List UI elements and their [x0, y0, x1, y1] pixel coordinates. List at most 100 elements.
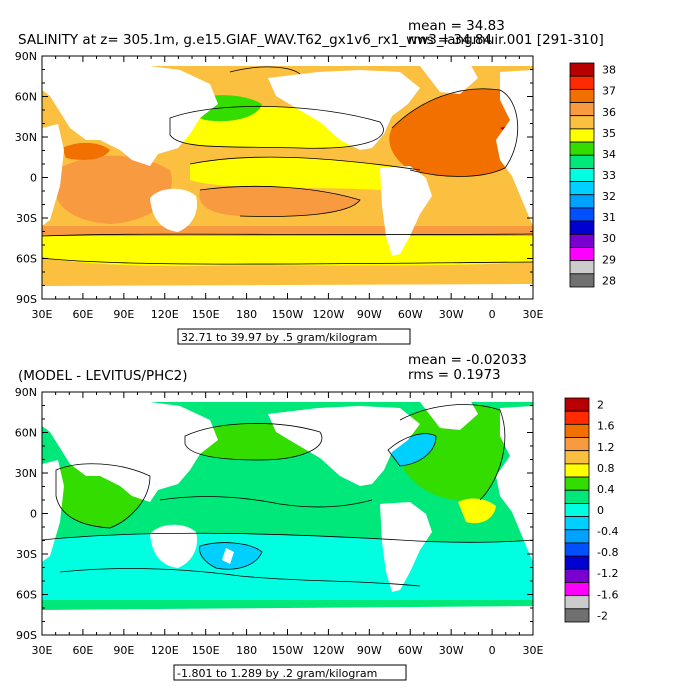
- colorbar-label: 31: [602, 211, 616, 224]
- x-tick-label: 90E: [113, 644, 134, 657]
- y-tick-label: 30S: [16, 548, 37, 561]
- colorbar-box: [564, 608, 590, 623]
- colorbar-box: [564, 555, 590, 570]
- panel-title: SALINITY at z= 305.1m, g.e15.GIAF_WAV.T6…: [18, 32, 604, 48]
- colorbar-label: 32: [602, 190, 616, 203]
- y-tick-labels: 90N 60N 30N 0 30S 60S 90S: [15, 50, 37, 306]
- colorbar-label: 34: [602, 148, 616, 161]
- x-tick-label: 150E: [192, 308, 220, 321]
- colorbar-label: 30: [602, 232, 616, 245]
- colorbar-label: 36: [602, 106, 616, 119]
- x-tick-label: 0: [489, 644, 496, 657]
- ocean-fill-equatorial-pacific: [190, 157, 420, 191]
- ocean-fill-southern-band: [42, 226, 533, 236]
- y-ticks: [42, 391, 533, 636]
- x-ticks: [41, 392, 534, 635]
- colorbar-box: [569, 181, 595, 196]
- range-note: 32.71 to 39.97 by .5 gram/kilogram: [181, 331, 377, 344]
- y-tick-label: 60N: [15, 427, 37, 440]
- x-tick-label: 30W: [439, 644, 464, 657]
- colorbar-box: [569, 62, 595, 77]
- contour-line: [42, 257, 533, 265]
- land-australia: [150, 524, 198, 568]
- colorbar-box: [564, 529, 590, 544]
- ocean-fill-south-pacific-core: [199, 186, 360, 217]
- land-eurasia: [42, 66, 218, 166]
- panel-rms: rms = 34.84: [408, 32, 492, 48]
- x-tick-label: 120W: [312, 644, 344, 657]
- ocean-fill-low-band-south: [42, 236, 533, 267]
- colorbar-label: 1.2: [597, 441, 615, 454]
- x-tick-label: 120E: [151, 644, 179, 657]
- x-tick-label: 120W: [312, 308, 344, 321]
- colorbar: 2 1.6 1.2 0.8 0.4 0 -0.4 -0.8 -1.2 -1.6 -2: [564, 397, 618, 623]
- colorbar-box: [569, 233, 595, 248]
- contour-line: [42, 532, 533, 543]
- contour-line: [169, 105, 384, 149]
- colorbar-label: 35: [602, 127, 616, 140]
- x-tick-label: 30E: [32, 644, 53, 657]
- range-note: -1.801 to 1.289 by .2 gram/kilogram: [177, 667, 377, 680]
- x-tick-label: 30E: [32, 308, 53, 321]
- panel-mean: mean = 34.83: [408, 18, 505, 34]
- colorbar-box: [569, 75, 595, 90]
- colorbar-box: [564, 476, 590, 491]
- colorbar-label: 37: [602, 85, 616, 98]
- contour-line: [55, 463, 151, 529]
- ocean-fill-north-atlantic-positive: [400, 404, 505, 501]
- panel-salinity: SALINITY at z= 305.1m, g.e15.GIAF_WAV.T6…: [15, 18, 616, 345]
- y-tick-label: 30N: [15, 131, 37, 144]
- panel-difference: (MODEL - LEVITUS/PHC2) mean = -0.02033 r…: [15, 352, 618, 681]
- land-new-zealand: [222, 548, 234, 564]
- panel-mean: mean = -0.02033: [408, 352, 527, 368]
- y-tick-label: 30N: [15, 467, 37, 480]
- y-tick-label: 60S: [16, 253, 37, 266]
- y-tick-label: 60S: [16, 589, 37, 602]
- x-tick-label: 30E: [523, 308, 544, 321]
- contour-line: [189, 156, 421, 171]
- colorbar-box: [564, 397, 590, 412]
- colorbar-label: -0.4: [597, 525, 618, 538]
- colorbar-box: [569, 194, 595, 209]
- range-note-box: [177, 328, 411, 345]
- y-tick-label: 60N: [15, 91, 37, 104]
- colorbar-box: [569, 128, 595, 143]
- colorbar-box: [564, 542, 590, 557]
- colorbar-box: [569, 88, 595, 103]
- x-tick-label: 60E: [72, 644, 93, 657]
- contour-lines: [42, 66, 533, 265]
- colorbar-label: 29: [602, 253, 616, 266]
- y-tick-label: 90S: [16, 293, 37, 306]
- ocean-fill-south-atlantic-positive: [458, 498, 496, 524]
- colorbar-label: 0.8: [597, 462, 615, 475]
- contour-line: [199, 185, 361, 217]
- ocean-fill-north-atlantic: [389, 88, 518, 177]
- colorbar-label: 0: [597, 504, 604, 517]
- contour-line: [159, 496, 373, 508]
- x-tick-label: 30E: [523, 644, 544, 657]
- colorbar-box: [569, 115, 595, 130]
- range-note-box: [173, 664, 407, 681]
- y-tick-label: 0: [30, 172, 37, 185]
- x-tick-labels: 30E 60E 90E 120E 150E 180 150W 120W 90W 60W 30W 0 30…: [32, 644, 544, 657]
- contour-line: [391, 88, 519, 177]
- colorbar-box: [564, 582, 590, 597]
- colorbar-box: [564, 503, 590, 517]
- x-tick-label: 90W: [357, 644, 382, 657]
- y-tick-label: 90S: [16, 629, 37, 642]
- land-greenland: [420, 64, 478, 94]
- contour-line: [399, 404, 506, 501]
- panel-title: (MODEL - LEVITUS/PHC2): [18, 368, 188, 384]
- colorbar-box: [564, 489, 590, 504]
- colorbar-box: [569, 102, 595, 117]
- colorbar-label: -2: [597, 609, 608, 622]
- contour-line: [229, 66, 301, 75]
- colorbar-label: 2: [597, 399, 604, 412]
- land-australia: [150, 188, 198, 232]
- colorbar-label: -1.2: [597, 567, 618, 580]
- colorbar-label: 28: [602, 274, 616, 287]
- colorbar-box: [564, 410, 590, 425]
- x-tick-label: 180: [236, 308, 257, 321]
- x-tick-labels: 30E 60E 90E 120E 150E 180 150W 120W 90W 60W 30W 0 30…: [32, 308, 544, 321]
